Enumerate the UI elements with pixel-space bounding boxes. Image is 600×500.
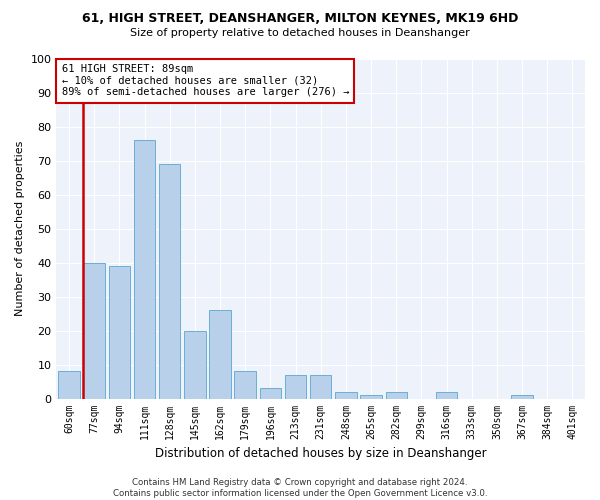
X-axis label: Distribution of detached houses by size in Deanshanger: Distribution of detached houses by size … [155,447,487,460]
Bar [361,395,382,398]
Bar [260,388,281,398]
Bar [184,330,206,398]
Text: Contains HM Land Registry data © Crown copyright and database right 2024.
Contai: Contains HM Land Registry data © Crown c… [113,478,487,498]
Bar [58,372,80,398]
Bar [209,310,231,398]
Bar [83,262,105,398]
Bar [386,392,407,398]
Bar [285,375,306,398]
Bar [134,140,155,398]
Text: 61, HIGH STREET, DEANSHANGER, MILTON KEYNES, MK19 6HD: 61, HIGH STREET, DEANSHANGER, MILTON KEY… [82,12,518,26]
Bar [159,164,181,398]
Bar [335,392,356,398]
Text: Size of property relative to detached houses in Deanshanger: Size of property relative to detached ho… [130,28,470,38]
Bar [109,266,130,398]
Bar [511,395,533,398]
Y-axis label: Number of detached properties: Number of detached properties [15,141,25,316]
Bar [310,375,331,398]
Bar [436,392,457,398]
Bar [235,372,256,398]
Text: 61 HIGH STREET: 89sqm
← 10% of detached houses are smaller (32)
89% of semi-deta: 61 HIGH STREET: 89sqm ← 10% of detached … [62,64,349,98]
